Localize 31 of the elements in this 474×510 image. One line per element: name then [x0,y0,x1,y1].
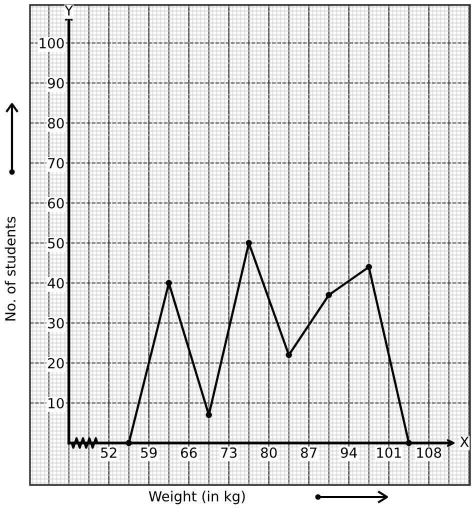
x-tick-label: 66 [180,447,197,458]
y-tick-label: 70 [48,158,64,168]
x-tick-label: 87 [300,447,317,458]
x-tick-label: 101 [377,447,401,458]
point [326,292,332,298]
y-tick-label: 60 [48,198,64,208]
y-tick-label: 10 [48,398,64,408]
y-tick-label: 20 [48,358,64,368]
point [286,352,292,358]
x-tick-label: 108 [417,447,442,458]
x-tick-label: 94 [340,447,357,458]
x-tick-label: 59 [141,447,157,458]
point [406,440,412,446]
x-tick-label: 52 [101,447,116,458]
point [366,264,372,270]
x-tick-label: 73 [221,447,237,458]
y-tick-label: 90 [48,78,64,88]
point [206,412,212,418]
annotation: X [460,436,469,447]
x-tick-label: 80 [260,447,277,458]
y-tick-label: 30 [48,318,64,328]
point [166,280,172,286]
point [126,440,132,446]
y-axis-title: No. of students [4,216,16,320]
y-tick-label: 80 [48,118,64,128]
x-axis-title: Weight (in kg) [148,490,245,504]
y-tick-label: 100 [40,38,64,48]
y-tick-label: 40 [48,278,64,288]
point [246,240,252,246]
y-tick-label: 50 [48,238,64,248]
annotation: Y [64,5,74,16]
